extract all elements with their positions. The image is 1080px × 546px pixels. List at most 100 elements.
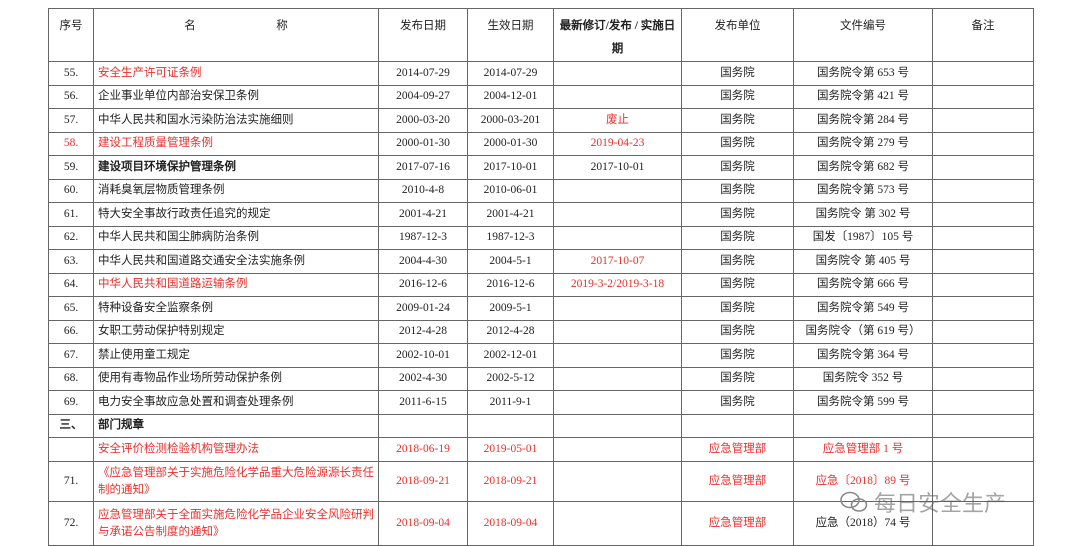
table-cell: 2004-12-01 — [467, 84, 554, 109]
table-row: 64. 中华人民共和国道路运输条例 2016-12-6 2016-12-6 2019-3… — [48, 272, 1034, 297]
table-cell: 国务院 — [681, 131, 794, 156]
table-cell: 59. — [48, 155, 94, 180]
name-cell: 中华人民共和国尘肺病防治条例 — [93, 225, 379, 250]
table-row: 61. 特大安全事故行政责任追究的规定 2001-4-21 2001-4-21 国务院国… — [48, 202, 1034, 227]
table-cell — [932, 461, 1034, 502]
table-cell: 2018-06-19 — [378, 437, 468, 462]
table-cell: 2017-10-01 — [467, 155, 554, 180]
table-cell: 2011-9-1 — [467, 390, 554, 415]
header-cell: 文件编号 — [793, 8, 933, 62]
table-cell — [681, 413, 794, 438]
name-cell: 企业事业单位内部治安保卫条例 — [93, 84, 379, 109]
table-row: 57. 中华人民共和国水污染防治法实施细则 2000-03-20 2000-03-20… — [48, 108, 1034, 133]
table-cell: 72. — [48, 501, 94, 546]
table-row: 三、 部门规章 — [48, 413, 1034, 438]
table-cell: 2001-4-21 — [378, 202, 468, 227]
table-cell — [932, 366, 1034, 391]
table-cell: 2017-07-16 — [378, 155, 468, 180]
table-cell — [932, 390, 1034, 415]
table-cell: 1987-12-3 — [378, 225, 468, 250]
table-cell: 国务院 — [681, 155, 794, 180]
table-cell — [48, 437, 94, 462]
table-cell: 2016-12-6 — [378, 272, 468, 297]
table-cell — [932, 413, 1034, 438]
table-cell: 国务院令第 279 号 — [793, 131, 933, 156]
table-cell: 国务院 — [681, 108, 794, 133]
table-row: 68. 使用有毒物品作业场所劳动保护条例 2002-4-30 2002-5-12 国务院… — [48, 366, 1034, 391]
table-cell — [932, 84, 1034, 109]
name-cell: 建设工程质量管理条例 — [93, 131, 379, 156]
table-cell: 2002-12-01 — [467, 343, 554, 368]
table-cell: 国务院 — [681, 61, 794, 86]
header-cell: 序号 — [48, 8, 94, 62]
table-cell: 国务院 — [681, 366, 794, 391]
table-cell: 国务院 — [681, 178, 794, 203]
table-row: 66. 女职工劳动保护特别规定 2012-4-28 2012-4-28 国务院 国务院令（… — [48, 319, 1034, 344]
table-cell — [932, 225, 1034, 250]
watermark: 每日安全生产 — [840, 486, 1006, 518]
table-cell: 国务院 — [681, 319, 794, 344]
table-cell — [553, 501, 682, 546]
table-cell — [553, 413, 682, 438]
table-cell: 国务院令（第 619 号） — [793, 319, 933, 344]
table-cell: 66. — [48, 319, 94, 344]
table-cell: 2002-10-01 — [378, 343, 468, 368]
table-cell: 国务院令 第 302 号 — [793, 202, 933, 227]
table-cell: 国务院 — [681, 84, 794, 109]
name-cell: 消耗臭氧层物质管理条例 — [93, 178, 379, 203]
table-cell: 国务院令第 666 号 — [793, 272, 933, 297]
table-cell — [553, 319, 682, 344]
table-cell: 63. — [48, 249, 94, 274]
name-cell: 中华人民共和国道路运输条例 — [93, 272, 379, 297]
name-cell: 中华人民共和国道路交通安全法实施条例 — [93, 249, 379, 274]
table-cell — [932, 272, 1034, 297]
table-cell: 2000-01-30 — [378, 131, 468, 156]
table-row: 安全评价检测检验机构管理办法 2018-06-19 2019-05-01 应急管理部应… — [48, 437, 1034, 462]
table-cell: 61. — [48, 202, 94, 227]
table-cell: 国发〔1987〕105 号 — [793, 225, 933, 250]
table-row: 67. 禁止使用童工规定 2002-10-01 2002-12-01 国务院 国务院令第 … — [48, 343, 1034, 368]
name-cell: 建设项目环境保护管理条例 — [93, 155, 379, 180]
table-row: 71. 《应急管理部关于实施危险化学品重大危险源源长责任制的通知》 2018-09-… — [48, 461, 1034, 502]
table-cell: 60. — [48, 178, 94, 203]
table-cell: 55. — [48, 61, 94, 86]
table-cell: 2017-10-01 — [553, 155, 682, 180]
table-cell — [553, 61, 682, 86]
header-cell: 发布日期 — [378, 8, 468, 62]
table-cell — [932, 202, 1034, 227]
table-row: 63. 中华人民共和国道路交通安全法实施条例 2004-4-30 2004-5-1 20… — [48, 249, 1034, 274]
table-cell: 71. — [48, 461, 94, 502]
table-cell — [932, 343, 1034, 368]
table-cell: 2018-09-21 — [467, 461, 554, 502]
table-cell: 应急管理部 — [681, 461, 794, 502]
table-cell: 应急（2018）74 号 — [793, 501, 933, 546]
table-cell: 国务院 — [681, 390, 794, 415]
table-cell: 国务院令第 599 号 — [793, 390, 933, 415]
name-cell: 使用有毒物品作业场所劳动保护条例 — [93, 366, 379, 391]
table-cell — [553, 178, 682, 203]
table-cell: 2014-07-29 — [467, 61, 554, 86]
table-cell: 62. — [48, 225, 94, 250]
table-row: 65. 特种设备安全监察条例 2009-01-24 2009-5-1 国务院 国务院令第 … — [48, 296, 1034, 321]
table-cell — [932, 108, 1034, 133]
table-cell — [553, 343, 682, 368]
table-cell: 2000-03-201 — [467, 108, 554, 133]
table-cell: 2016-12-6 — [467, 272, 554, 297]
table-cell: 国务院令第 682 号 — [793, 155, 933, 180]
table-cell: 2018-09-21 — [378, 461, 468, 502]
header-cell: 最新修订/发布 / 实施日期 — [553, 8, 682, 62]
regulation-table: 序号名 称发布日期 生效日期 最新修订/发布 / 实施日期 发布单位 文件编号 备注 55… — [48, 8, 1034, 546]
table-cell: 69. — [48, 390, 94, 415]
name-cell: 《应急管理部关于实施危险化学品重大危险源源长责任制的通知》 — [93, 461, 379, 502]
table-row: 59. 建设项目环境保护管理条例 2017-07-16 2017-10-01 2017-… — [48, 155, 1034, 180]
name-cell: 应急管理部关于全面实施危险化学品企业安全风险研判与承诺公告制度的通知》 — [93, 501, 379, 546]
table-cell: 应急管理部 1 号 — [793, 437, 933, 462]
table-cell: 2004-5-1 — [467, 249, 554, 274]
name-cell: 安全评价检测检验机构管理办法 — [93, 437, 379, 462]
table-row: 56. 企业事业单位内部治安保卫条例 2004-09-27 2004-12-01 国务院… — [48, 84, 1034, 109]
table-cell — [932, 437, 1034, 462]
table-cell — [932, 178, 1034, 203]
table-cell: 2004-09-27 — [378, 84, 468, 109]
table-cell: 国务院令第 364 号 — [793, 343, 933, 368]
header-cell: 发布单位 — [681, 8, 794, 62]
